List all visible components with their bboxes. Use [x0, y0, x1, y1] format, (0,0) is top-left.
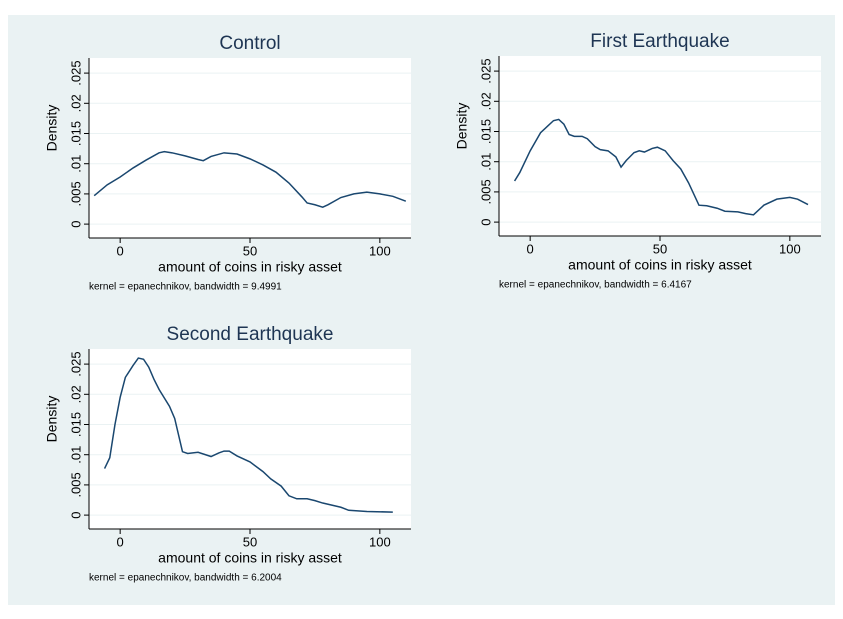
y-tick-label: .01 — [478, 153, 493, 171]
panel-title: Control — [219, 33, 280, 54]
note: kernel = epanechnikov, bandwidth = 6.200… — [89, 573, 282, 584]
y-tick-label: .02 — [478, 92, 493, 110]
panel-title: First Earthquake — [590, 31, 729, 52]
x-tick-label: 50 — [243, 534, 257, 549]
x-tick-label: 0 — [117, 534, 124, 549]
plot-region — [89, 349, 411, 529]
x-tick-label: 50 — [243, 243, 257, 258]
x-tick-label: 100 — [369, 534, 391, 549]
y-tick-label: .025 — [68, 351, 83, 376]
y-tick-label: 0 — [478, 218, 493, 225]
x-tick-label: 50 — [653, 241, 667, 256]
plot-region — [499, 56, 821, 236]
x-tick-label: 100 — [369, 243, 391, 258]
x-axis-label: amount of coins in risky asset — [568, 257, 752, 273]
density-line — [93, 150, 407, 208]
y-axis-label: Density — [44, 105, 60, 152]
y-tick-label: .01 — [68, 155, 83, 173]
x-tick-label: 100 — [779, 241, 801, 256]
density-line — [513, 118, 809, 216]
x-axis-label: amount of coins in risky asset — [158, 550, 342, 566]
y-tick-label: .005 — [478, 179, 493, 204]
y-tick-label: .02 — [68, 94, 83, 112]
panel: First Earthquake 0 .005 .01 .015 .02 .025 0 50 10… — [454, 31, 821, 291]
note: kernel = epanechnikov, bandwidth = 6.416… — [499, 280, 692, 291]
y-axis-label: Density — [44, 396, 60, 443]
note: kernel = epanechnikov, bandwidth = 9.499… — [89, 282, 282, 293]
density-line — [103, 357, 393, 513]
panel-title: Second Earthquake — [167, 324, 334, 345]
y-tick-label: .01 — [68, 446, 83, 464]
y-tick-label: .02 — [68, 385, 83, 403]
y-tick-label: 0 — [68, 220, 83, 227]
x-axis-label: amount of coins in risky asset — [158, 259, 342, 275]
y-tick-label: .025 — [68, 60, 83, 85]
y-tick-label: .015 — [68, 412, 83, 437]
y-tick-label: .005 — [68, 472, 83, 497]
y-tick-label: 0 — [68, 511, 83, 518]
panel: Second Earthquake 0 .005 .01 .015 .02 .025 0 50 1… — [44, 324, 411, 584]
y-tick-label: .005 — [68, 181, 83, 206]
y-axis-label: Density — [454, 103, 470, 150]
x-tick-label: 0 — [527, 241, 534, 256]
x-tick-label: 0 — [117, 243, 124, 258]
plot-region — [89, 58, 411, 238]
panel: Control 0 .005 .01 .015 .02 .025 0 50 100 amount o… — [44, 33, 411, 293]
y-tick-label: .025 — [478, 58, 493, 83]
y-tick-label: .015 — [478, 119, 493, 144]
y-tick-label: .015 — [68, 121, 83, 146]
